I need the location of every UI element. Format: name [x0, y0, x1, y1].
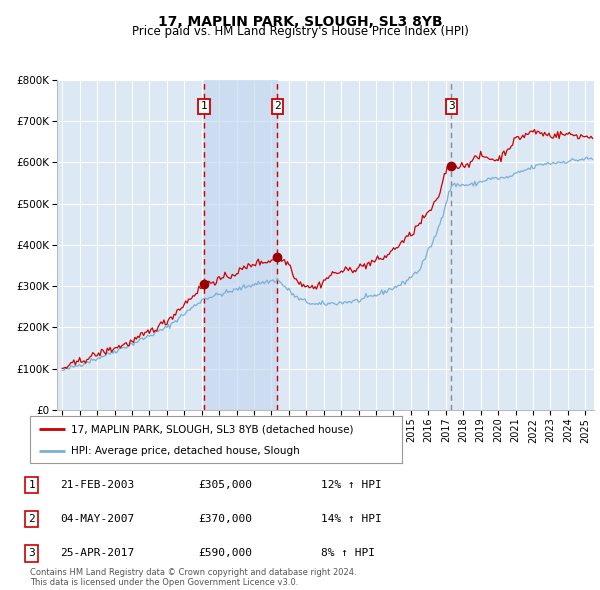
Text: £305,000: £305,000 [198, 480, 252, 490]
Text: 17, MAPLIN PARK, SLOUGH, SL3 8YB: 17, MAPLIN PARK, SLOUGH, SL3 8YB [158, 15, 442, 29]
Text: £370,000: £370,000 [198, 514, 252, 524]
Text: 17, MAPLIN PARK, SLOUGH, SL3 8YB (detached house): 17, MAPLIN PARK, SLOUGH, SL3 8YB (detach… [71, 424, 353, 434]
Text: Contains HM Land Registry data © Crown copyright and database right 2024.
This d: Contains HM Land Registry data © Crown c… [30, 568, 356, 587]
Text: 04-MAY-2007: 04-MAY-2007 [60, 514, 134, 524]
Text: 14% ↑ HPI: 14% ↑ HPI [321, 514, 382, 524]
Text: 2: 2 [274, 101, 281, 112]
Text: 21-FEB-2003: 21-FEB-2003 [60, 480, 134, 490]
Text: Price paid vs. HM Land Registry's House Price Index (HPI): Price paid vs. HM Land Registry's House … [131, 25, 469, 38]
Text: 25-APR-2017: 25-APR-2017 [60, 549, 134, 558]
Text: HPI: Average price, detached house, Slough: HPI: Average price, detached house, Slou… [71, 447, 299, 456]
Text: 2: 2 [28, 514, 35, 524]
Text: 3: 3 [28, 549, 35, 558]
Text: 1: 1 [28, 480, 35, 490]
Text: 3: 3 [448, 101, 455, 112]
Text: £590,000: £590,000 [198, 549, 252, 558]
Text: 1: 1 [200, 101, 208, 112]
Bar [204, 80, 277, 410]
Text: 12% ↑ HPI: 12% ↑ HPI [321, 480, 382, 490]
Text: 8% ↑ HPI: 8% ↑ HPI [321, 549, 375, 558]
